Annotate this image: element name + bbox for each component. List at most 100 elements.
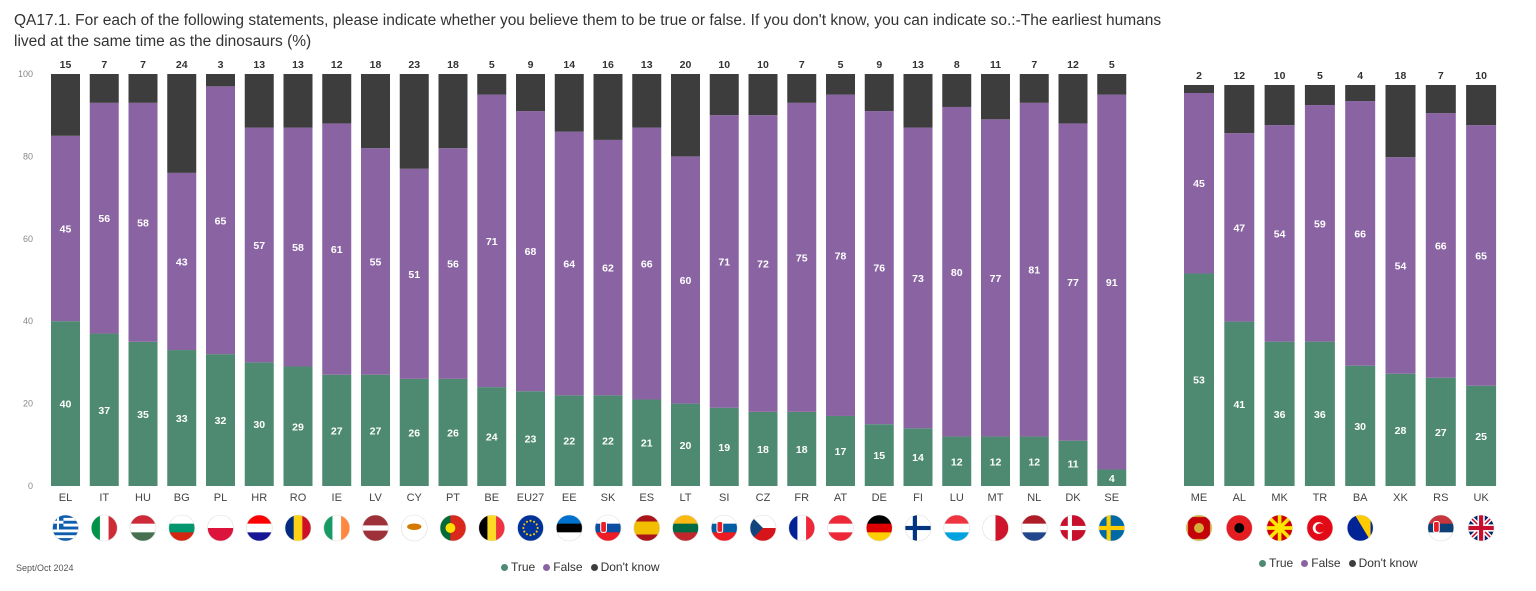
category-label: EU27 [517, 492, 545, 504]
flag-denmark-icon [1059, 514, 1087, 542]
data-label: 51 [408, 269, 420, 281]
bar-segment-false [322, 123, 352, 375]
category-label: SI [719, 492, 729, 504]
data-label: 28 [1395, 425, 1407, 437]
bar-segment-false [671, 156, 700, 404]
flag-belgium-icon [478, 514, 506, 542]
bar-segment-dontknow [709, 74, 739, 116]
bar-segment-false [1425, 113, 1456, 378]
category-label: EE [562, 492, 577, 504]
data-label-dontknow: 14 [563, 59, 575, 71]
data-label: 18 [796, 444, 808, 456]
bar-segment-dontknow [167, 74, 197, 173]
category-label: BA [1353, 492, 1368, 504]
data-label-dontknow: 11 [990, 59, 1001, 71]
data-label: 30 [1354, 421, 1366, 433]
data-label: 12 [951, 456, 963, 468]
bar-UK: 25 65 [1466, 85, 1497, 486]
data-label: 36 [1274, 409, 1286, 421]
bar-segment-dontknow [1345, 85, 1376, 102]
bar-LV: 27 55 [361, 74, 390, 486]
bar-segment-dontknow [283, 74, 313, 128]
bar-segment-dontknow [1184, 85, 1214, 94]
bar-segment-true [903, 428, 933, 486]
bar-segment-true [748, 411, 778, 486]
bar-PT: 26 56 [438, 74, 468, 486]
category-label: SE [1104, 492, 1119, 504]
data-label: 57 [253, 240, 265, 252]
legend-swatch-false [1301, 559, 1309, 567]
data-label: 37 [98, 405, 110, 417]
data-label: 68 [525, 246, 537, 258]
flag-bulgaria-icon [168, 514, 196, 542]
bar-HR: 30 57 [244, 74, 274, 486]
bar-RS: 27 66 [1425, 85, 1456, 486]
bar-RO: 29 58 [283, 74, 313, 486]
data-label: 22 [563, 436, 575, 448]
data-label-dontknow: 5 [1317, 70, 1323, 82]
category-label: LV [369, 492, 382, 504]
data-label: 73 [912, 273, 924, 285]
legend-left: True False Don't know [501, 560, 660, 574]
bar-segment-true [128, 341, 158, 486]
bar-segment-dontknow [1058, 74, 1088, 124]
bar-segment-false [1264, 125, 1295, 342]
bar-ES: 21 66 [632, 74, 662, 486]
data-label: 20 [680, 440, 692, 452]
bar-ME: 53 45 [1184, 85, 1214, 486]
legend-item-dontknow: Don't know [590, 560, 660, 574]
bar-segment-false [89, 102, 119, 334]
y-tick-label: 40 [23, 316, 33, 326]
data-label: 14 [912, 452, 924, 464]
category-label: NL [1027, 492, 1041, 504]
bar-segment-true [1425, 377, 1456, 486]
bar-segment-false [283, 127, 313, 367]
bar-segment-false [593, 139, 623, 396]
bar-segment-true [1184, 273, 1214, 486]
bar-segment-true [244, 362, 274, 486]
data-label-dontknow: 7 [140, 59, 146, 71]
bar-segment-dontknow [399, 74, 429, 169]
bar-segment-true [593, 395, 623, 486]
bar-segment-dontknow [89, 74, 119, 103]
category-label: PL [214, 492, 227, 504]
data-label-dontknow: 5 [489, 59, 495, 71]
bar-segment-false [864, 111, 894, 425]
bar-segment-false [1224, 133, 1255, 322]
bar-segment-false [477, 94, 507, 388]
data-label-dontknow: 18 [447, 59, 459, 71]
bar-TR: 36 59 [1304, 85, 1335, 486]
data-label-dontknow: 7 [1438, 70, 1444, 82]
flag-sweden-icon [1098, 514, 1126, 542]
data-label: 75 [796, 252, 808, 264]
category-label: CY [407, 492, 423, 504]
bar-NL: 12 81 [1019, 74, 1049, 486]
bar-segment-true [1264, 341, 1295, 486]
flag-france-icon [788, 514, 816, 542]
bar-IT: 37 56 [89, 74, 119, 486]
category-label: SK [601, 492, 616, 504]
data-label: 81 [1028, 265, 1040, 277]
data-label: 12 [990, 456, 1002, 468]
bar-segment-false [1345, 101, 1376, 366]
category-label: RS [1433, 492, 1448, 504]
legend-label-false: False [1311, 556, 1341, 570]
bar-segment-false [1385, 157, 1416, 374]
category-label: CZ [756, 492, 771, 504]
footnote: Sept/Oct 2024 [16, 563, 74, 573]
flag-turkey-icon [1306, 514, 1334, 542]
data-label: 30 [253, 419, 265, 431]
bar-segment-false [361, 148, 390, 375]
category-label: FI [913, 492, 923, 504]
data-label: 80 [951, 267, 963, 279]
bar-segment-false [1019, 102, 1049, 437]
bar-segment-false [1466, 125, 1497, 386]
data-label: 77 [990, 273, 1002, 285]
data-label: 21 [641, 438, 653, 450]
category-label: DE [872, 492, 887, 504]
bar-segment-dontknow [1264, 85, 1295, 126]
bar-segment-true [167, 350, 197, 486]
data-label: 27 [370, 425, 382, 437]
